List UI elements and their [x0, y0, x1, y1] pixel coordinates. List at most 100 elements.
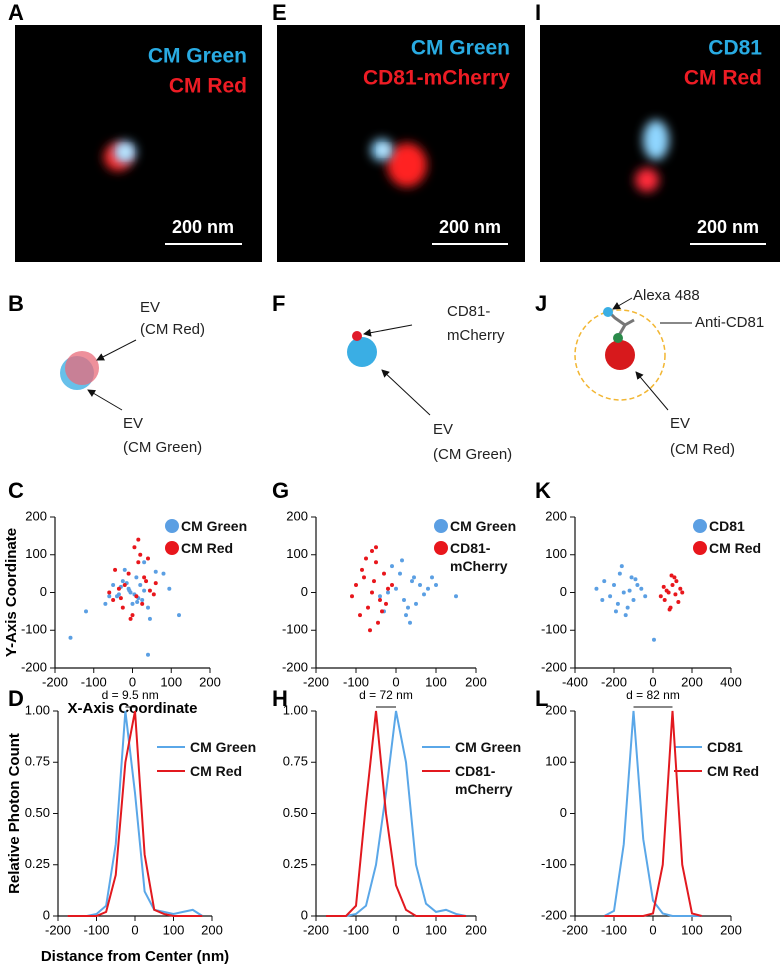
scatter-point	[362, 575, 366, 580]
scatter-point	[374, 545, 378, 550]
x-tick-label: 0	[649, 922, 656, 937]
scatter-point	[146, 556, 150, 561]
x-tick-label: 100	[163, 922, 185, 937]
image-label: CM Red	[169, 75, 247, 98]
y-tick-label: 0	[301, 584, 308, 599]
scatter-point	[111, 598, 116, 603]
legend-label: CD81-mCherry	[450, 540, 508, 574]
scatter-point	[390, 564, 394, 569]
scatter-point	[140, 601, 145, 606]
scatter-point	[418, 582, 422, 587]
y-tick-label: -100	[541, 856, 567, 871]
diagram-label: (CM Green)	[123, 439, 202, 456]
scatter-point	[130, 613, 135, 618]
line-series	[604, 710, 703, 917]
y-tick-label: 0	[301, 907, 308, 922]
y-tick-label: 0.50	[283, 805, 308, 820]
y-tick-label: -100	[21, 622, 47, 637]
y-tick-label: 200	[545, 508, 567, 523]
scatter-point	[126, 571, 131, 576]
panel-label: E	[272, 0, 287, 25]
x-tick-label: 100	[160, 674, 182, 689]
scatter-point	[151, 592, 156, 597]
scatter-point	[664, 588, 669, 593]
scatter-point	[364, 556, 368, 561]
scatter-point	[629, 575, 634, 580]
scatter-point	[366, 605, 370, 610]
x-tick-label: 0	[131, 922, 138, 937]
image-label: CM Red	[684, 67, 762, 90]
x-tick-label: 200	[465, 922, 487, 937]
scatter-point	[113, 567, 118, 572]
scatter-point	[384, 601, 388, 606]
micrograph: CM Green CM Red 200 nm	[15, 25, 262, 262]
scatter-point	[120, 579, 125, 584]
scatter-point	[350, 594, 354, 599]
scatter-point	[404, 613, 408, 618]
scatter-point	[380, 609, 384, 614]
scatter-point	[623, 613, 628, 618]
scatter-point	[434, 582, 438, 587]
image-label: CM Green	[411, 37, 510, 60]
scatter-point	[107, 590, 112, 595]
panel-label: B	[8, 291, 24, 316]
y-tick-label: -200	[541, 907, 567, 922]
scatter-point	[132, 545, 137, 550]
image-label: CD81-mCherry	[363, 67, 510, 90]
scatter-point	[153, 569, 158, 574]
legend-label: CD81	[709, 518, 745, 534]
scatter-point	[140, 598, 145, 603]
y-tick-label: 100	[545, 546, 567, 561]
legend-marker	[693, 519, 707, 533]
x-tick-label: 200	[681, 674, 703, 689]
x-tick-label: 400	[720, 674, 742, 689]
x-tick-label: 0	[649, 674, 656, 689]
scatter-point	[613, 609, 618, 614]
scatter-point	[631, 598, 636, 603]
scatter-point	[68, 635, 73, 640]
scatter-point	[394, 586, 398, 591]
x-tick-label: -200	[42, 674, 68, 689]
scatter-point	[378, 594, 382, 599]
scatter-point	[107, 594, 112, 599]
scatter-point	[167, 586, 172, 591]
diagram: EV (CM Red) EV (CM Green)	[60, 299, 205, 456]
scatter-point	[116, 592, 121, 597]
x-tick-label: 0	[392, 674, 399, 689]
scatter-point	[658, 594, 663, 599]
y-tick-label: 1.00	[283, 702, 308, 717]
scatter-point	[608, 594, 613, 599]
x-tick-label: 0	[392, 922, 399, 937]
scatter-point	[422, 592, 426, 597]
y-tick-label: -100	[541, 622, 567, 637]
scatter-point	[414, 601, 418, 606]
diagram-label: EV	[433, 421, 453, 438]
scatter-point	[639, 586, 644, 591]
scatter-point	[661, 584, 666, 589]
y-axis-label: Relative Photon Count	[6, 733, 23, 894]
scatter-point	[676, 599, 681, 604]
scatter-point	[138, 552, 143, 557]
legend-label: CM Green	[181, 518, 248, 534]
y-tick-label: 200	[286, 508, 308, 523]
line-series	[67, 710, 203, 917]
legend-marker	[434, 541, 448, 555]
y-tick-label: 0.25	[283, 856, 308, 871]
y-tick-label: 0.75	[283, 754, 308, 769]
scatter-point	[118, 596, 123, 601]
scatter-point	[643, 594, 648, 599]
scatter-point	[374, 560, 378, 565]
scatter-point	[680, 590, 685, 595]
scatter-point	[147, 616, 152, 621]
scatter-point	[406, 605, 410, 610]
legend-label: CM Green	[450, 518, 517, 534]
scatter-point	[84, 609, 88, 614]
x-tick-label: 200	[201, 922, 223, 937]
scatter-point	[402, 598, 406, 603]
scatter-point	[138, 582, 143, 587]
scatter-point	[378, 598, 382, 603]
scatter-point	[134, 594, 139, 599]
y-tick-label: 0	[43, 907, 50, 922]
diagram-label: Alexa 488	[633, 287, 700, 304]
scatter-point	[430, 575, 434, 580]
